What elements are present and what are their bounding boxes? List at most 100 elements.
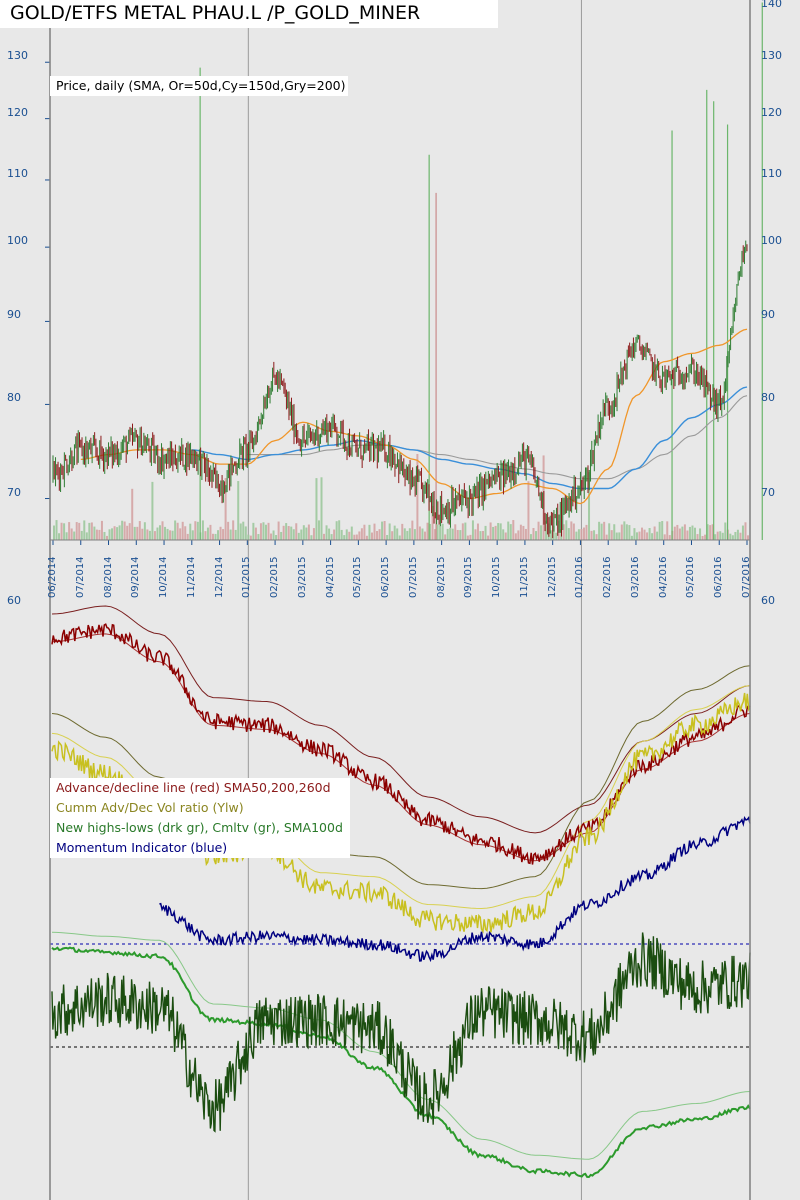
- volume-bar: [206, 527, 209, 540]
- volume-bar: [418, 526, 421, 540]
- y-tick-right-140: 140: [761, 0, 782, 10]
- volume-bar: [459, 530, 462, 540]
- volume-bar: [688, 526, 691, 540]
- volume-bar: [381, 521, 384, 540]
- volume-bar: [136, 526, 139, 540]
- x-tick-01-2015: 01/2015: [241, 556, 253, 598]
- x-tick-04-2016: 04/2016: [657, 556, 669, 598]
- volume-bar: [681, 526, 684, 540]
- volume-bar: [393, 525, 396, 540]
- volume-bar: [487, 535, 490, 540]
- volume-bar: [100, 520, 103, 540]
- volume-bar: [148, 530, 151, 540]
- volume-bar: [456, 529, 459, 540]
- volume-bar: [436, 524, 439, 540]
- volume-bar: [302, 525, 305, 540]
- volume-bar: [469, 534, 472, 540]
- volume-bar: [340, 529, 343, 540]
- volume-bar: [300, 529, 303, 540]
- volume-bar: [244, 526, 247, 540]
- volume-bar: [153, 531, 156, 540]
- volume-bar: [83, 520, 86, 540]
- volume-bar: [401, 523, 404, 540]
- volume-bar: [242, 521, 245, 540]
- x-tick-07-2014: 07/2014: [74, 556, 86, 598]
- volume-bar: [731, 535, 734, 540]
- volume-bar: [169, 530, 172, 540]
- volume-bar: [73, 531, 76, 540]
- volume-bar: [171, 530, 174, 540]
- volume-bar: [673, 526, 676, 540]
- y-tick-right-100: 100: [761, 234, 782, 248]
- volume-bar: [143, 522, 146, 540]
- volume-bar: [618, 532, 621, 540]
- volume-bar: [413, 529, 416, 540]
- volume-bar: [656, 531, 659, 540]
- x-tick-05-2015: 05/2015: [352, 556, 364, 598]
- indicator-legend: Advance/decline line (red) SMA50,200,260…: [50, 778, 350, 858]
- volume-bar: [98, 529, 101, 540]
- volume-bar: [234, 529, 237, 540]
- volume-bar: [426, 522, 429, 540]
- volume-bar: [461, 523, 464, 540]
- volume-bar: [333, 529, 336, 540]
- volume-bar: [711, 524, 714, 540]
- volume-bar: [555, 532, 558, 540]
- volume-bar: [625, 524, 628, 540]
- volume-bar: [605, 534, 608, 540]
- volume-bar: [492, 526, 495, 540]
- volume-bar: [608, 523, 611, 540]
- volume-bar: [317, 520, 320, 540]
- volume-bar: [141, 528, 144, 540]
- volume-bar: [70, 528, 73, 540]
- volume-bar: [267, 522, 270, 540]
- volume-bar: [176, 522, 179, 540]
- y-tick-left-130: 130: [7, 49, 28, 63]
- volume-bar: [615, 532, 618, 540]
- volume-bar: [502, 529, 505, 540]
- volume-bar: [209, 524, 212, 540]
- volume-bar: [118, 525, 121, 540]
- chart-subtitle: Price, daily (SMA, Or=50d,Cy=150d,Gry=20…: [56, 78, 346, 93]
- volume-bar: [696, 534, 699, 540]
- volume-bar: [297, 532, 300, 540]
- volume-bar: [739, 532, 742, 540]
- volume-bar: [186, 533, 189, 540]
- volume-bar: [562, 524, 565, 540]
- volume-bar: [441, 523, 444, 540]
- volume-bar: [290, 526, 293, 540]
- volume-bar: [572, 523, 575, 540]
- volume-bar: [517, 530, 520, 540]
- volume-bar: [312, 528, 315, 540]
- subtitle-box: Price, daily (SMA, Or=50d,Cy=150d,Gry=20…: [50, 76, 348, 96]
- x-tick-11-2015: 11/2015: [518, 556, 530, 598]
- volume-bar: [358, 531, 361, 540]
- x-tick-04-2015: 04/2015: [324, 556, 336, 598]
- volume-bar: [277, 521, 280, 540]
- volume-bar: [603, 521, 606, 540]
- volume-bar: [507, 521, 510, 540]
- volume-bar: [53, 525, 55, 540]
- volume-bar: [504, 532, 507, 540]
- volume-bar: [635, 532, 638, 540]
- volume-bar: [287, 526, 290, 540]
- volume-bar: [396, 528, 399, 540]
- volume-bar: [676, 524, 679, 540]
- y-tick-left-80: 80: [7, 391, 21, 405]
- volume-bar: [85, 532, 88, 540]
- volume-bar: [219, 526, 222, 540]
- momentum-line: [159, 815, 751, 963]
- volume-bar: [600, 523, 603, 540]
- title-box: GOLD/ETFS METAL PHAU.L /P_GOLD_MINER: [0, 0, 498, 28]
- volume-bar: [552, 525, 555, 540]
- volume-bar: [103, 531, 106, 540]
- x-tick-11-2014: 11/2014: [185, 556, 197, 598]
- x-tick-07-2015: 07/2015: [407, 556, 419, 598]
- volume-bar: [593, 530, 596, 540]
- volume-bar: [60, 522, 63, 540]
- volume-bar: [476, 523, 479, 540]
- volume-bar: [295, 523, 298, 540]
- volume-bar: [446, 528, 449, 540]
- volume-bar: [527, 481, 530, 540]
- volume-bar: [535, 531, 538, 540]
